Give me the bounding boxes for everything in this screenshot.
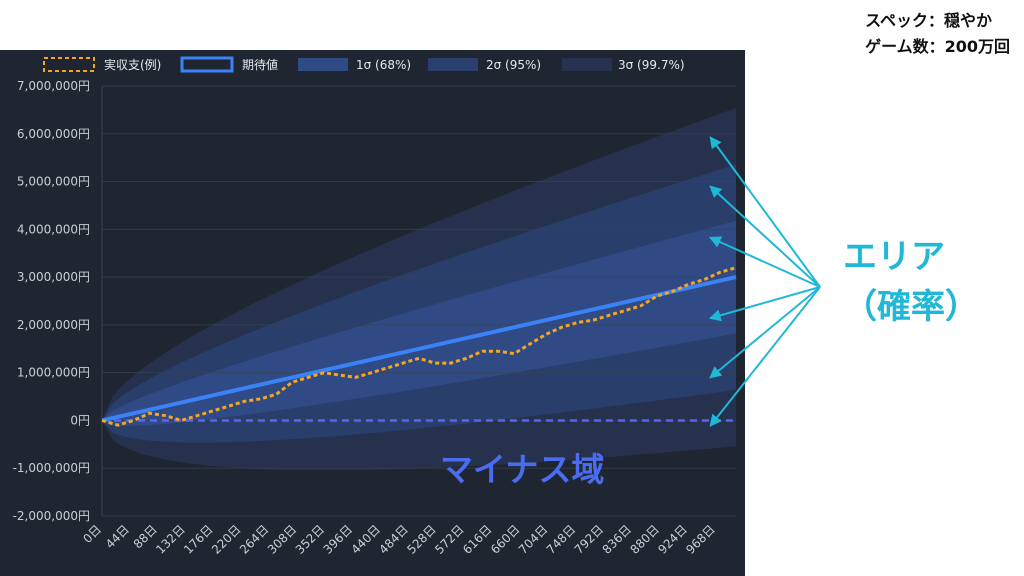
minus-region-label: マイナス域 xyxy=(440,450,605,489)
area-annotation: エリア （確率） xyxy=(843,232,979,332)
expected-line xyxy=(101,275,737,423)
legend-swatch-expected xyxy=(180,56,234,73)
legend-swatch-band1 xyxy=(298,58,348,71)
legend-label-band1: 1σ (68%) xyxy=(356,58,411,72)
y-tick-label: 3,000,000円 xyxy=(17,270,90,284)
legend-swatch-band2 xyxy=(428,58,478,71)
chart: -2,000,000円 -1,000,000円 0円 1,000,000円 2,000,… xyxy=(0,50,745,576)
legend-label-actual: 実収支(例) xyxy=(104,57,161,72)
actual-line xyxy=(101,266,737,427)
y-tick-label: 6,000,000円 xyxy=(17,127,90,141)
y-tick-label: -1,000,000円 xyxy=(13,461,90,475)
legend-swatch-actual xyxy=(43,57,95,72)
legend-label-band2: 2σ (95%) xyxy=(486,58,541,72)
legend: 実収支(例) 期待値 1σ (68%) 2σ (95%) 3σ (99.7%) xyxy=(43,56,685,73)
legend-label-band3: 3σ (99.7%) xyxy=(618,58,685,72)
y-tick-label: 7,000,000円 xyxy=(17,79,90,93)
y-tick-label: 1,000,000円 xyxy=(17,366,90,380)
band-1sigma xyxy=(102,220,736,426)
y-tick-label: -2,000,000円 xyxy=(13,509,90,523)
legend-swatch-band3 xyxy=(562,58,612,71)
y-tick-label: 2,000,000円 xyxy=(17,318,90,332)
grid-lines xyxy=(101,85,736,517)
legend-label-expected: 期待値 xyxy=(242,57,278,72)
y-axis: -2,000,000円 -1,000,000円 0円 1,000,000円 2,000,… xyxy=(13,79,90,523)
spec-info: スペック：穏やか ゲーム数：200万回 xyxy=(865,8,1010,60)
y-tick-label: 5,000,000円 xyxy=(17,175,90,189)
y-tick-label: 0円 xyxy=(70,413,90,427)
area-annotation-subtitle: （確率） xyxy=(843,287,979,327)
y-tick-label: 4,000,000円 xyxy=(17,222,90,236)
series-layer xyxy=(101,266,737,427)
area-annotation-title: エリア xyxy=(843,237,945,277)
spec-label: スペック：穏やか xyxy=(865,11,992,30)
game-count-label: ゲーム数：200万回 xyxy=(865,37,1010,56)
